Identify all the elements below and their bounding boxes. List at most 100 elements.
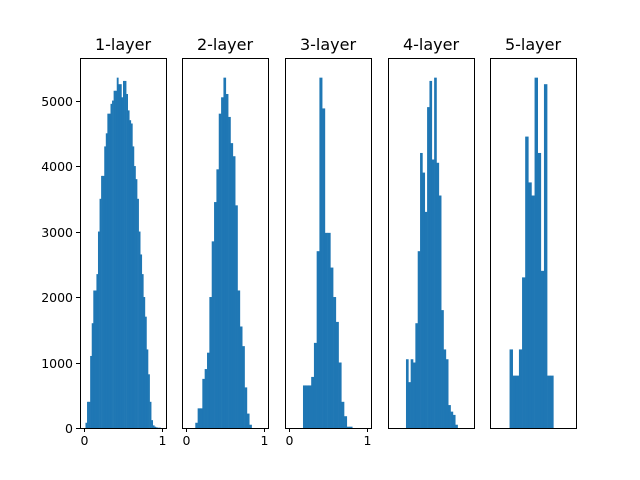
histogram-bar xyxy=(550,375,554,428)
histogram-bar xyxy=(101,175,103,428)
histogram-bar xyxy=(97,231,100,428)
histogram-bar xyxy=(132,146,135,428)
histogram-bar xyxy=(335,321,339,428)
histogram-bar xyxy=(324,232,328,428)
histogram-bar xyxy=(302,385,307,428)
panel-title: 4-layer xyxy=(403,35,460,54)
histogram-bar xyxy=(146,349,149,428)
axes-frame xyxy=(388,58,475,429)
histogram-bar xyxy=(235,205,238,428)
histogram-bar xyxy=(415,323,419,428)
histogram-bar xyxy=(197,408,201,428)
bar-group xyxy=(405,77,458,429)
histogram-bar xyxy=(223,77,227,429)
histogram-bar xyxy=(130,123,133,429)
histogram-bar xyxy=(242,346,245,428)
histogram-bar xyxy=(338,362,342,428)
histogram-bar xyxy=(239,326,243,428)
histogram-bar xyxy=(512,375,517,428)
x-tick-label: 1 xyxy=(364,433,372,448)
histogram-bar xyxy=(90,355,93,428)
histogram-bar xyxy=(249,424,252,428)
y-tick-label: 5000 xyxy=(41,94,73,109)
histogram-bar xyxy=(322,108,326,429)
histogram-bar xyxy=(534,77,538,429)
histogram-bar xyxy=(537,152,542,428)
histogram-bar xyxy=(141,274,144,428)
histogram-bar xyxy=(96,274,99,428)
histogram-bar xyxy=(417,251,421,428)
histogram-bar xyxy=(448,405,451,428)
histogram-bar xyxy=(199,408,203,428)
histogram-bar xyxy=(195,422,198,428)
tick-group: 0 1 0 1000 2000 3000 4000 5000 xyxy=(41,94,166,448)
histogram-bar xyxy=(525,136,529,428)
panel-title: 5-layer xyxy=(505,35,562,54)
x-tick-label: 0 xyxy=(183,433,191,448)
panel-2-layer: 2-layer 0 1 xyxy=(182,35,269,448)
bar-group xyxy=(509,77,554,429)
panel-title: 1-layer xyxy=(95,35,152,54)
histogram-bar xyxy=(123,80,125,429)
histogram-bar xyxy=(204,369,208,428)
histogram-bar xyxy=(528,182,532,428)
histogram-bar xyxy=(93,290,96,428)
histogram-bar xyxy=(149,401,152,428)
histogram-bar xyxy=(518,349,523,428)
histogram-bar xyxy=(455,424,458,428)
histogram-bar xyxy=(522,277,526,428)
x-tick-label: 1 xyxy=(159,433,167,448)
histogram-bar xyxy=(116,77,119,429)
histogram-bar xyxy=(143,297,146,428)
histogram-bar xyxy=(413,362,416,428)
histogram-bar xyxy=(119,84,122,428)
histogram-bar xyxy=(244,387,248,428)
panel-title: 3-layer xyxy=(300,35,357,54)
histogram-bar xyxy=(209,297,213,428)
histogram-bar xyxy=(133,166,136,429)
histogram-bar xyxy=(135,179,138,428)
histogram-bar xyxy=(108,113,111,428)
histogram-bar xyxy=(509,349,513,428)
histogram-bar xyxy=(154,426,157,428)
y-tick-label: 3000 xyxy=(41,225,73,240)
histogram-bar xyxy=(405,359,409,428)
histogram-bar xyxy=(230,143,234,428)
histogram-bar xyxy=(424,211,428,428)
histogram-bar xyxy=(155,427,158,428)
histogram-bar xyxy=(148,374,150,428)
bar-group xyxy=(302,77,353,429)
histogram-bar xyxy=(429,80,433,429)
histogram-bar xyxy=(151,420,154,428)
histogram-bar xyxy=(543,84,548,428)
histogram-bar xyxy=(118,84,121,428)
histogram-bar xyxy=(450,411,454,428)
histogram-bar xyxy=(436,162,440,428)
histogram-bar xyxy=(333,297,337,428)
axes-frame xyxy=(80,58,167,429)
histogram-bar xyxy=(140,254,143,428)
histogram-bar xyxy=(427,107,430,429)
histogram-bar xyxy=(144,316,147,428)
histogram-bar xyxy=(316,251,320,428)
histogram-bar xyxy=(313,342,317,428)
histogram-bar xyxy=(515,375,520,428)
histogram-bar xyxy=(221,97,224,428)
histogram-bar xyxy=(327,232,331,428)
histogram-bar xyxy=(115,90,118,429)
histogram-bar xyxy=(410,359,414,428)
histogram-bar xyxy=(431,159,435,428)
histogram-bar xyxy=(91,323,94,428)
histogram-bar xyxy=(344,416,348,428)
bar-group xyxy=(195,77,252,429)
x-tick-label: 0 xyxy=(286,433,294,448)
histogram-bar xyxy=(434,77,437,429)
histogram-bar xyxy=(422,172,426,428)
histogram-bar xyxy=(540,270,545,428)
histogram-bar xyxy=(211,241,215,428)
panel-1-layer: 1-layer 0 1 0 1000 2000 3000 4000 5000 xyxy=(41,35,167,448)
histogram-bar xyxy=(214,202,217,428)
histogram-bar xyxy=(127,110,130,428)
histogram-bar xyxy=(349,426,353,428)
